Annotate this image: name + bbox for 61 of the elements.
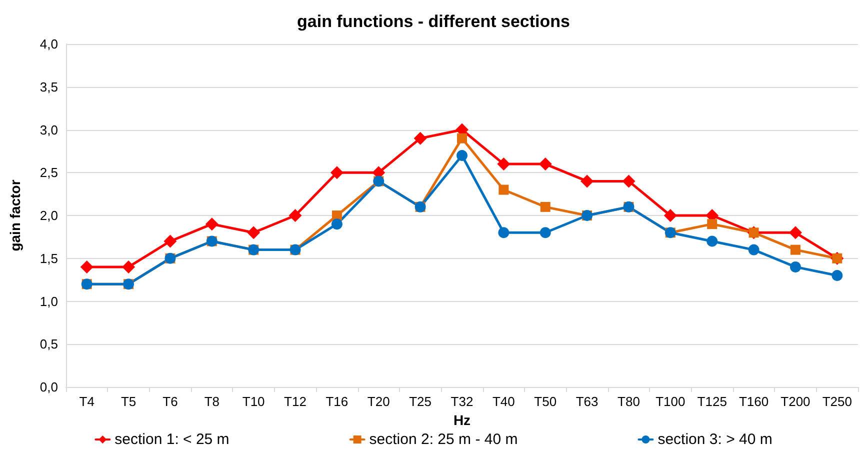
point: [247, 226, 260, 240]
x-tick-label: T4: [79, 394, 94, 409]
point: [331, 218, 342, 230]
point: [580, 174, 594, 188]
y-tick-label: 4,0: [40, 36, 58, 52]
x-tick-label: T32: [450, 394, 474, 409]
point: [790, 261, 801, 272]
x-tick-label: T250: [822, 394, 852, 409]
y-axis-title: gain factor: [7, 179, 23, 252]
point: [832, 270, 843, 282]
point: [498, 227, 510, 238]
x-tick-label: T16: [326, 394, 348, 409]
x-tick-label: T8: [204, 394, 220, 409]
x-tick-label: T20: [367, 394, 390, 409]
point: [497, 158, 510, 171]
point: [80, 260, 94, 274]
x-tick-label: T6: [162, 394, 178, 409]
point: [330, 166, 344, 180]
point: [540, 227, 551, 238]
point: [456, 150, 468, 161]
x-tick-label: T50: [534, 394, 557, 409]
x-tick-label: T40: [492, 394, 515, 409]
point: [664, 209, 677, 222]
point: [414, 132, 427, 145]
chart-title: gain functions - different sections: [297, 12, 570, 31]
y-tick-label: 0,0: [40, 380, 58, 394]
point: [122, 260, 136, 274]
x-tick-label: T100: [656, 394, 686, 409]
y-tick-label: 3,5: [40, 79, 58, 94]
y-tick-label: 3,0: [40, 122, 58, 138]
point: [288, 209, 302, 222]
point: [205, 218, 218, 231]
legend-label: section 3: > 40 m: [658, 431, 772, 448]
x-tick-label: T5: [120, 394, 136, 409]
point: [748, 244, 760, 256]
y-tick-label: 1,5: [40, 250, 58, 266]
y-tick-label: 2,5: [40, 165, 58, 180]
x-tick-label: T63: [576, 394, 598, 409]
x-tick-label: T25: [409, 394, 432, 409]
x-tick-label: T200: [780, 394, 810, 409]
x-tick-label: T12: [284, 394, 306, 409]
point: [457, 133, 467, 144]
point: [707, 219, 718, 230]
legend-label: section 2: 25 m - 40 m: [369, 431, 518, 448]
x-tick-label: T160: [738, 394, 769, 409]
x-axis-title: Hz: [453, 412, 471, 428]
point: [538, 158, 552, 171]
x-tick-label: T10: [242, 394, 265, 409]
point: [498, 184, 509, 195]
x-tick-label: T125: [697, 394, 727, 409]
y-tick-label: 2,0: [40, 208, 58, 223]
point: [622, 174, 636, 188]
x-tick-label: T80: [618, 394, 640, 409]
point: [790, 244, 800, 255]
point: [706, 236, 718, 247]
point: [540, 202, 550, 212]
y-tick-label: 1,0: [40, 294, 58, 309]
legend-label: section 1: < 25 m: [114, 431, 230, 448]
point: [164, 234, 177, 248]
point: [788, 226, 802, 240]
y-tick-label: 0,5: [40, 336, 58, 352]
